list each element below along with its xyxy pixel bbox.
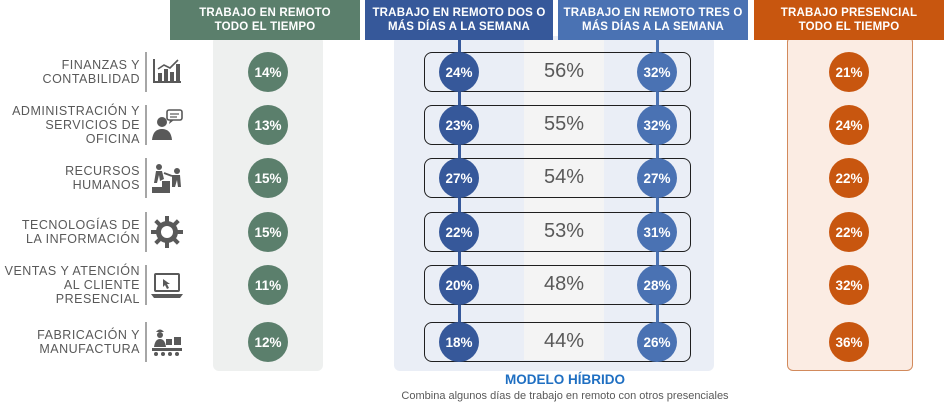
hybrid-row-box (424, 105, 691, 145)
category-label: FINANZAS Y CONTABILIDAD (0, 58, 140, 86)
remote_full-value-circle: 11% (248, 265, 288, 305)
onsite_full-value-circle: 22% (829, 212, 869, 252)
hybrid-value: 53% (543, 220, 585, 242)
gear-icon (150, 215, 184, 249)
hybrid-subtitle: Combina algunos días de trabajo en remot… (401, 390, 729, 402)
onsite_full-value-circle: 36% (829, 322, 869, 362)
category-divider (145, 105, 147, 145)
hybrid-row-box (424, 158, 691, 198)
header-remote-two: TRABAJO EN REMOTO DOS O MÁS DÍAS A LA SE… (365, 0, 553, 40)
hybrid-center-bg (524, 40, 604, 360)
header-onsite-full: TRABAJO PRESENCIAL TODO EL TIEMPO (754, 0, 944, 40)
hybrid-value: 56% (543, 60, 585, 82)
category-label: TECNOLOGÍAS DE LA INFORMACIÓN (0, 218, 140, 246)
hybrid-row-box (424, 212, 691, 252)
header-onsite-full-text: TRABAJO PRESENCIAL TODO EL TIEMPO (780, 7, 918, 33)
remote_two-value-circle: 27% (439, 158, 479, 198)
hybrid-value: 48% (543, 273, 585, 295)
category-label-text: RECURSOS HUMANOS (65, 164, 140, 192)
remote_full-value-circle: 12% (248, 322, 288, 362)
category-label: ADMINISTRACIÓN Y SERVICIOS DE OFICINA (0, 104, 140, 146)
onsite_full-value-circle: 21% (829, 52, 869, 92)
remote_full-value-circle: 15% (248, 158, 288, 198)
category-divider (145, 158, 147, 198)
onsite_full-value-circle: 32% (829, 265, 869, 305)
person-speech-icon (150, 108, 184, 142)
category-divider (145, 322, 147, 362)
remote_three-value-circle: 27% (637, 158, 677, 198)
remote_full-value-circle: 13% (248, 105, 288, 145)
remote_three-value-circle: 26% (637, 322, 677, 362)
category-divider (145, 212, 147, 252)
remote_two-value-circle: 24% (439, 52, 479, 92)
category-label-text: VENTAS Y ATENCIÓN AL CLIENTE PRESENCIAL (4, 264, 140, 306)
remote_two-value-circle: 20% (439, 265, 479, 305)
category-label: RECURSOS HUMANOS (0, 164, 140, 192)
header-remote-three: TRABAJO EN REMOTO TRES O MÁS DÍAS A LA S… (558, 0, 748, 40)
category-label: FABRICACIÓN Y MANUFACTURA (0, 328, 140, 356)
remote_full-value-circle: 15% (248, 212, 288, 252)
hybrid-value: 55% (543, 113, 585, 135)
hybrid-row-box (424, 322, 691, 362)
laptop-icon (150, 268, 184, 302)
category-label: VENTAS Y ATENCIÓN AL CLIENTE PRESENCIAL (0, 264, 140, 306)
category-label-text: FABRICACIÓN Y MANUFACTURA (37, 328, 140, 356)
remote_two-value-circle: 22% (439, 212, 479, 252)
category-label-text: FINANZAS Y CONTABILIDAD (42, 58, 140, 86)
remote_two-value-circle: 18% (439, 322, 479, 362)
remote-two-connector-line (458, 40, 461, 360)
hybrid-value: 54% (543, 166, 585, 188)
remote_three-value-circle: 32% (637, 105, 677, 145)
onsite_full-value-circle: 24% (829, 105, 869, 145)
category-label-text: TECNOLOGÍAS DE LA INFORMACIÓN (21, 218, 140, 246)
remote_three-value-circle: 31% (637, 212, 677, 252)
header-remote-full-text: TRABAJO EN REMOTO TODO EL TIEMPO (199, 7, 331, 33)
worker-conveyor-icon (150, 325, 184, 359)
header-remote-three-text: TRABAJO EN REMOTO TRES O MÁS DÍAS A LA S… (563, 7, 743, 33)
category-divider (145, 265, 147, 305)
header-remote-two-text: TRABAJO EN REMOTO DOS O MÁS DÍAS A LA SE… (372, 7, 546, 33)
remote_two-value-circle: 23% (439, 105, 479, 145)
remote-three-connector-line (656, 40, 659, 360)
category-divider (145, 52, 147, 92)
header-remote-full: TRABAJO EN REMOTO TODO EL TIEMPO (170, 0, 360, 40)
people-steps-icon (150, 161, 184, 195)
category-label-text: ADMINISTRACIÓN Y SERVICIOS DE OFICINA (12, 104, 140, 146)
remote_three-value-circle: 32% (637, 52, 677, 92)
hybrid-title: MODELO HÍBRIDO (505, 372, 625, 387)
bar-chart-icon (150, 55, 184, 89)
remote_three-value-circle: 28% (637, 265, 677, 305)
onsite_full-value-circle: 22% (829, 158, 869, 198)
hybrid-row-box (424, 265, 691, 305)
hybrid-row-box (424, 52, 691, 92)
remote_full-value-circle: 14% (248, 52, 288, 92)
hybrid-value: 44% (543, 330, 585, 352)
